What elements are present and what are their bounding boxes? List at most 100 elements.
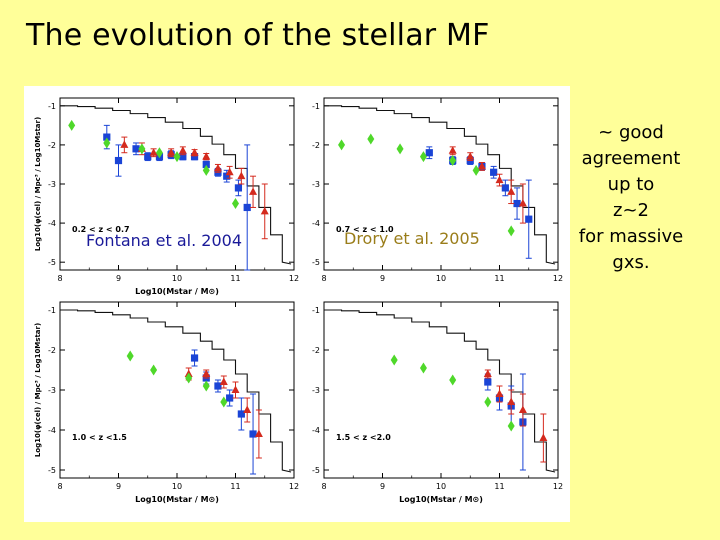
data-point-diamond — [449, 374, 457, 386]
data-point-diamond — [390, 354, 398, 366]
data-point-triangle — [518, 405, 527, 413]
x-tick-label: 12 — [289, 274, 299, 283]
data-point-square — [226, 394, 234, 402]
data-point-square — [114, 156, 123, 165]
y-tick-label: -2 — [48, 346, 56, 355]
data-point-triangle — [202, 152, 211, 160]
data-point-triangle — [477, 161, 486, 170]
x-tick-label: 12 — [553, 274, 563, 283]
y-tick-label: -1 — [312, 102, 320, 111]
data-point-triangle — [260, 206, 269, 215]
data-point-diamond — [150, 364, 158, 376]
y-tick-label: -1 — [312, 306, 320, 315]
y-tick-label: -5 — [312, 258, 320, 267]
data-point-square — [223, 172, 231, 180]
x-tick-label: 9 — [380, 482, 385, 491]
y-tick-label: -4 — [48, 219, 56, 228]
x-tick-label: 11 — [494, 274, 504, 283]
y-tick-label: -2 — [312, 346, 320, 355]
local-mass-function-curve — [60, 105, 292, 265]
data-point-diamond — [103, 137, 111, 149]
x-tick-label: 12 — [553, 482, 563, 491]
data-point-triangle — [518, 199, 527, 207]
data-point-diamond — [202, 380, 210, 392]
x-tick-label: 8 — [321, 482, 326, 491]
data-point-square — [484, 378, 492, 386]
x-tick-label: 9 — [116, 274, 121, 283]
data-point-square — [525, 215, 533, 223]
data-point-diamond — [338, 139, 346, 151]
data-point-diamond — [449, 155, 457, 167]
mass-function-figure: 8 9 10 11 12 -1 -2 -3 -4 -5 0.2 < z < 0.7 Log10(Mst… — [24, 86, 570, 522]
slide-title: The evolution of the stellar MF — [26, 18, 490, 53]
x-tick-label: 8 — [321, 274, 326, 283]
data-point-square — [190, 354, 199, 362]
data-point-triangle — [507, 187, 516, 195]
data-point-triangle — [448, 146, 457, 154]
y-axis-label: Log10(φ(cel) / Mpc³ / Log10Mstar) — [34, 117, 42, 251]
x-tick-label: 9 — [116, 482, 121, 491]
data-point-triangle — [495, 389, 504, 397]
side-note: ~ good agreement up to z~2 for massive g… — [572, 120, 690, 276]
data-point-square — [237, 410, 245, 418]
data-point-triangle — [190, 148, 199, 156]
y-tick-label: -1 — [48, 306, 56, 315]
side-note-line: ~ good — [598, 122, 664, 143]
redshift-range-label: 1.0 < z <1.5 — [72, 433, 127, 442]
data-point-diamond — [202, 164, 210, 176]
side-note-line: z~2 — [613, 200, 649, 221]
x-tick-label: 11 — [230, 482, 240, 491]
y-tick-label: -3 — [48, 386, 56, 395]
data-point-diamond — [367, 133, 375, 145]
data-point-triangle — [225, 167, 234, 176]
x-axis-label: Log10(Mstar / M⊙) — [135, 287, 219, 296]
redshift-range-label: 1.5 < z <2.0 — [336, 433, 391, 442]
x-tick-label: 10 — [436, 482, 446, 491]
y-tick-label: -5 — [312, 466, 320, 475]
y-tick-label: -3 — [48, 180, 56, 189]
data-point-triangle — [149, 148, 158, 156]
data-point-triangle — [202, 369, 211, 377]
x-tick-label: 10 — [436, 274, 446, 283]
data-point-square — [202, 160, 210, 169]
y-tick-label: -1 — [48, 102, 56, 111]
data-point-diamond — [419, 362, 427, 374]
y-tick-label: -3 — [312, 180, 320, 189]
x-tick-label: 9 — [380, 274, 385, 283]
data-point-diamond — [138, 143, 146, 155]
x-tick-label: 10 — [172, 274, 182, 283]
data-point-square — [103, 133, 111, 141]
data-point-diamond — [507, 420, 515, 432]
data-point-square — [179, 153, 187, 161]
data-point-square — [144, 153, 152, 161]
side-note-line: gxs. — [612, 252, 650, 273]
data-point-diamond — [472, 164, 480, 176]
data-point-triangle — [120, 140, 129, 148]
data-point-triangle — [167, 148, 176, 156]
drory-reference-label: Drory et al. 2005 — [344, 229, 480, 248]
x-tick-label: 11 — [494, 482, 504, 491]
y-tick-label: -2 — [48, 141, 56, 150]
data-point-triangle — [507, 397, 516, 405]
x-tick-label: 12 — [289, 482, 299, 491]
data-point-square — [490, 168, 498, 176]
data-point-diamond — [419, 151, 427, 163]
data-point-triangle — [466, 152, 475, 160]
data-point-diamond — [396, 143, 404, 155]
x-tick-label: 10 — [172, 482, 182, 491]
data-point-diamond — [220, 396, 228, 408]
x-axis-label: Log10(Mstar / M⊙) — [135, 495, 219, 504]
y-tick-label: -3 — [312, 386, 320, 395]
data-point-diamond — [185, 372, 193, 384]
mass-function-plots: 8 9 10 11 12 -1 -2 -3 -4 -5 0.2 < z < 0.7 Log10(Mst… — [34, 97, 563, 504]
data-point-square — [425, 149, 433, 157]
local-mass-function-curve — [324, 309, 556, 473]
data-point-triangle — [254, 429, 263, 437]
y-tick-label: -4 — [312, 426, 320, 435]
data-point-square — [190, 153, 199, 161]
data-point-diamond — [484, 396, 492, 408]
side-note-line: agreement — [581, 148, 681, 169]
data-point-triangle — [237, 171, 246, 180]
data-point-triangle — [249, 187, 258, 195]
y-tick-label: -4 — [312, 219, 320, 228]
